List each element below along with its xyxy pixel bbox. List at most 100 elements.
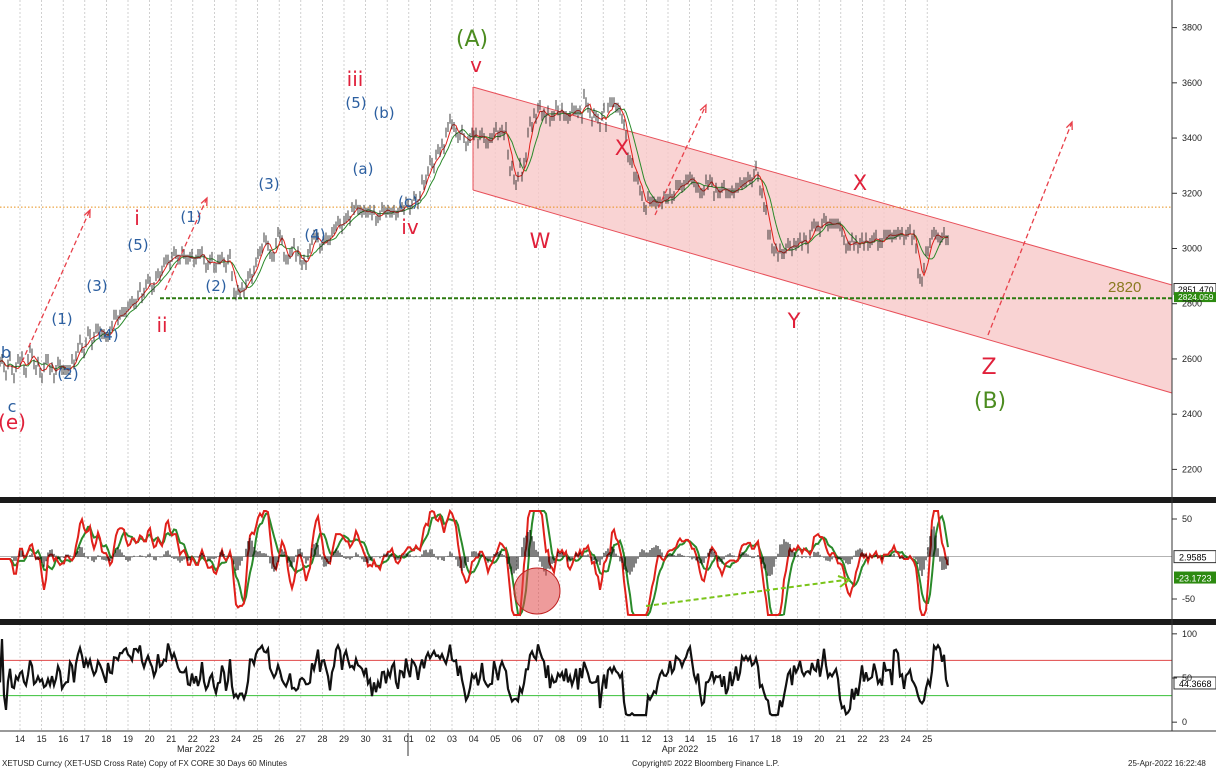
wave-annotations: (A)v iii (5) (b) (a) (c) iv i (1) (3) (4) (2) (5) (3)…: [0, 27, 1006, 434]
x-tick-label: 19: [123, 734, 133, 744]
x-tick-label: 16: [58, 734, 68, 744]
x-tick-label: 19: [793, 734, 803, 744]
x-tick-label: 14: [685, 734, 695, 744]
x-tick-label: 18: [771, 734, 781, 744]
y-tick-label: 3600: [1182, 78, 1202, 88]
projection-arrow: [987, 121, 1073, 336]
wave-label: Y: [787, 309, 801, 333]
x-tick-label: 13: [663, 734, 673, 744]
x-tick-label: 21: [836, 734, 846, 744]
rsi-value-label: 44.3668: [1179, 679, 1212, 689]
x-tick-label: 20: [145, 734, 155, 744]
y-tick-label: 3800: [1182, 23, 1202, 33]
y-tick-label: 2800: [1182, 299, 1202, 309]
x-tick-label: 18: [101, 734, 111, 744]
oscillator-signal-line: [0, 510, 949, 617]
x-tick-label: 20: [814, 734, 824, 744]
x-tick-label: 07: [533, 734, 543, 744]
wave-label: i: [134, 206, 140, 230]
wave-label: v: [470, 53, 482, 77]
wave-label: (A): [456, 27, 488, 52]
projection-arrow-head: [200, 196, 208, 207]
y-tick-label: 2200: [1182, 464, 1202, 474]
x-tick-label: 08: [555, 734, 565, 744]
y-tick-label: 2600: [1182, 354, 1202, 364]
channel-bottom-line: [472, 189, 1173, 394]
oscillator-line: [0, 508, 949, 616]
y-tick-label: 3200: [1182, 188, 1202, 198]
wave-label: W: [530, 229, 551, 253]
wave-label: (5): [345, 94, 366, 112]
wave-label: (B): [974, 389, 1006, 414]
wave-label: b: [1, 343, 11, 362]
footer-left: XETUSD Curncy (XET-USD Cross Rate) Copy …: [2, 759, 287, 768]
x-tick-label: 22: [857, 734, 867, 744]
x-tick-label: 27: [296, 734, 306, 744]
osc-value-label: 2.9585: [1179, 553, 1207, 563]
x-tick-label: 06: [512, 734, 522, 744]
y-tick-label: 0: [1182, 717, 1187, 727]
projection-arrow-head: [1065, 120, 1073, 131]
wave-label: (2): [205, 277, 226, 295]
projection-arrow-head: [83, 208, 91, 219]
x-tick-label: 29: [339, 734, 349, 744]
x-tick-label: 11: [620, 734, 629, 744]
rsi-panel: 44.3668: [0, 639, 1216, 717]
x-tick-label: 31: [382, 734, 392, 744]
wave-label: (5): [127, 236, 148, 254]
x-tick-label: 26: [274, 734, 284, 744]
x-tick-label: 21: [166, 734, 176, 744]
x-tick-label: 17: [80, 734, 90, 744]
divergence-arrow: [645, 579, 846, 607]
wave-label: (b): [373, 104, 394, 122]
x-tick-label: 28: [317, 734, 327, 744]
footer-center: Copyright© 2022 Bloomberg Finance L.P.: [632, 759, 779, 768]
rsi-line: [0, 639, 950, 717]
level-label: 2820: [1108, 279, 1141, 296]
osc-value-box: [1173, 550, 1216, 564]
projection-arrow-head: [699, 103, 707, 114]
x-tick-label: 24: [901, 734, 911, 744]
wave-label: (1): [180, 208, 201, 226]
wave-label: (c): [398, 193, 418, 211]
wave-label: (3): [86, 277, 107, 295]
x-tick-label: 01: [404, 734, 414, 744]
channel-fill: [473, 87, 1172, 393]
wave-label: iii: [347, 67, 364, 91]
last-price-label: 2851.470: [1178, 285, 1214, 295]
panel-separator: [0, 619, 1216, 625]
wave-label: (1): [51, 310, 72, 328]
x-tick-label: 15: [37, 734, 47, 744]
x-tick-label: 15: [706, 734, 716, 744]
x-tick-label: 22: [188, 734, 198, 744]
y-tick-label: 100: [1182, 629, 1197, 639]
wave-label: (e): [0, 410, 26, 434]
wave-label: X: [853, 171, 867, 195]
panel-separator: [0, 497, 1216, 503]
x-tick-label: 09: [577, 734, 587, 744]
grid: [19, 0, 928, 731]
x-tick-label: 03: [447, 734, 457, 744]
y-tick-label: 3400: [1182, 133, 1202, 143]
wave-label: Z: [981, 355, 996, 380]
channel-top-line: [472, 86, 1173, 286]
month-label: Mar 2022: [177, 744, 215, 754]
osc-signal-box: [1174, 571, 1216, 584]
wave-label: iv: [401, 215, 419, 239]
x-tick-label: 04: [469, 734, 479, 744]
wave-label: (4): [304, 226, 325, 244]
projection-arrow: [21, 209, 91, 363]
y-tick-label: -50: [1182, 594, 1195, 604]
wave-label: ii: [156, 313, 167, 337]
osc-signal-label: -23.1723: [1176, 574, 1212, 584]
x-tick-label: 02: [425, 734, 435, 744]
x-tick-label: 14: [15, 734, 25, 744]
x-tick-label: 25: [253, 734, 263, 744]
wave-label: (2): [57, 365, 78, 383]
rsi-value-box: [1173, 676, 1216, 690]
x-tick-label: 05: [490, 734, 500, 744]
wave-label: c: [8, 397, 17, 416]
